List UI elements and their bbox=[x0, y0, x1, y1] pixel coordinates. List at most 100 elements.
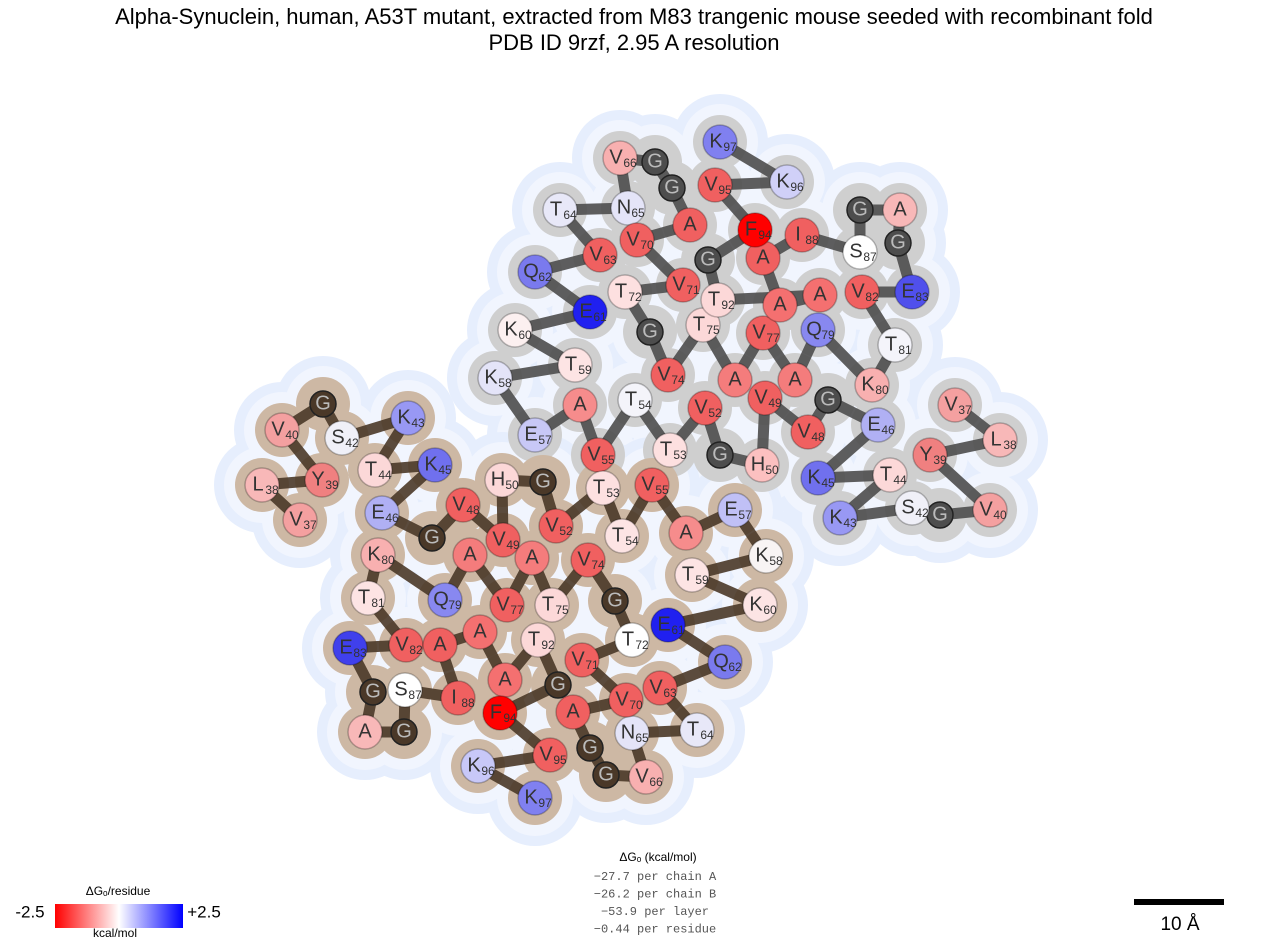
residue bbox=[742, 587, 778, 623]
residue-number: 48 bbox=[811, 430, 825, 444]
residue-number: 42 bbox=[915, 506, 929, 520]
residue-letter: V bbox=[694, 396, 708, 418]
residue-letter: F bbox=[490, 701, 502, 723]
residue bbox=[359, 678, 387, 706]
residue-number: 39 bbox=[933, 453, 947, 467]
residue-number: 40 bbox=[285, 428, 299, 442]
residue-letter: H bbox=[751, 453, 765, 475]
residue bbox=[634, 467, 670, 503]
residue-number: 64 bbox=[563, 208, 577, 222]
residue bbox=[418, 524, 446, 552]
residue-letter: K bbox=[484, 366, 498, 388]
residue-letter: V bbox=[289, 508, 303, 530]
residue-letter: K bbox=[397, 406, 411, 428]
residue bbox=[357, 452, 393, 488]
residue-number: 71 bbox=[686, 283, 700, 297]
residue-number: 94 bbox=[503, 711, 517, 725]
residue-letter: N bbox=[617, 196, 631, 218]
residue-letter: A bbox=[525, 546, 539, 568]
scale-bar bbox=[1134, 899, 1224, 905]
residue-number: 92 bbox=[721, 298, 735, 312]
residue-number: 63 bbox=[663, 686, 677, 700]
residue-letter: V bbox=[609, 146, 623, 168]
residue-letter: E bbox=[579, 300, 592, 322]
residue bbox=[309, 390, 337, 418]
residue-number: 96 bbox=[481, 764, 495, 778]
residue bbox=[658, 174, 686, 202]
residue-number: 44 bbox=[893, 473, 907, 487]
residue bbox=[894, 490, 930, 526]
residue-number: 45 bbox=[821, 476, 835, 490]
residue-number: 95 bbox=[718, 183, 732, 197]
residue-number: 64 bbox=[700, 728, 714, 742]
residue-number: 39 bbox=[325, 478, 339, 492]
residue-letter: E bbox=[724, 498, 737, 520]
residue-letter: T bbox=[622, 628, 634, 650]
residue-letter: G bbox=[396, 720, 412, 742]
residue-number: 81 bbox=[371, 596, 385, 610]
residue-number: 49 bbox=[768, 396, 782, 410]
residue-letter: V bbox=[649, 676, 663, 698]
residue-number: 97 bbox=[538, 796, 552, 810]
residue-number: 54 bbox=[638, 398, 652, 412]
residue bbox=[790, 414, 826, 450]
residue-letter: L bbox=[252, 473, 263, 495]
residue-number: 65 bbox=[635, 731, 649, 745]
residue bbox=[517, 780, 553, 816]
residue bbox=[697, 167, 733, 203]
residue bbox=[882, 192, 918, 228]
energy-line: −26.2 per chain B bbox=[594, 888, 716, 902]
residue-letter: A bbox=[728, 368, 742, 390]
residue bbox=[636, 318, 664, 346]
residue-number: 97 bbox=[723, 140, 737, 154]
residue bbox=[460, 748, 496, 784]
residue bbox=[854, 367, 890, 403]
residue bbox=[557, 347, 593, 383]
residue-number: 61 bbox=[593, 310, 607, 324]
residue bbox=[422, 627, 458, 663]
residue-number: 57 bbox=[738, 508, 752, 522]
residue bbox=[617, 382, 653, 418]
residue-number: 65 bbox=[631, 206, 645, 220]
residue-number: 37 bbox=[958, 403, 972, 417]
residue-number: 61 bbox=[671, 623, 685, 637]
residue bbox=[982, 422, 1018, 458]
residue-number: 70 bbox=[629, 698, 643, 712]
residue bbox=[562, 387, 598, 423]
residue-number: 94 bbox=[758, 228, 772, 242]
residue bbox=[497, 312, 533, 348]
residue-number: 38 bbox=[265, 483, 279, 497]
residue-number: 87 bbox=[863, 250, 877, 264]
residue-number: 80 bbox=[875, 383, 889, 397]
residue bbox=[350, 580, 386, 616]
residue bbox=[582, 237, 618, 273]
residue-number: 58 bbox=[498, 376, 512, 390]
residue-letter: A bbox=[498, 668, 512, 690]
residue bbox=[842, 234, 878, 270]
residue-letter: F bbox=[745, 218, 757, 240]
residue bbox=[482, 695, 518, 731]
residue-letter: G bbox=[550, 673, 566, 695]
residue-letter: E bbox=[339, 636, 352, 658]
residue bbox=[514, 540, 550, 576]
residue-letter: A bbox=[813, 283, 827, 305]
residue bbox=[529, 468, 557, 496]
residue bbox=[912, 437, 948, 473]
residue-number: 80 bbox=[381, 553, 395, 567]
residue-number: 72 bbox=[628, 290, 642, 304]
residue-number: 46 bbox=[385, 511, 399, 525]
residue bbox=[592, 761, 620, 789]
residue-number: 59 bbox=[578, 363, 592, 377]
residue-number: 60 bbox=[518, 328, 532, 342]
residue-number: 42 bbox=[345, 436, 359, 450]
residue-number: 60 bbox=[763, 603, 777, 617]
residue bbox=[702, 124, 738, 160]
residue bbox=[517, 254, 553, 290]
residue-number: 95 bbox=[553, 753, 567, 767]
energy-line: −27.7 per chain A bbox=[594, 870, 717, 884]
residue-number: 50 bbox=[505, 478, 519, 492]
residue bbox=[427, 582, 463, 618]
energy-lines: −27.7 per chain A −26.2 per chain B −53.9 … bbox=[594, 870, 717, 937]
residue bbox=[364, 495, 400, 531]
residue bbox=[417, 447, 453, 483]
